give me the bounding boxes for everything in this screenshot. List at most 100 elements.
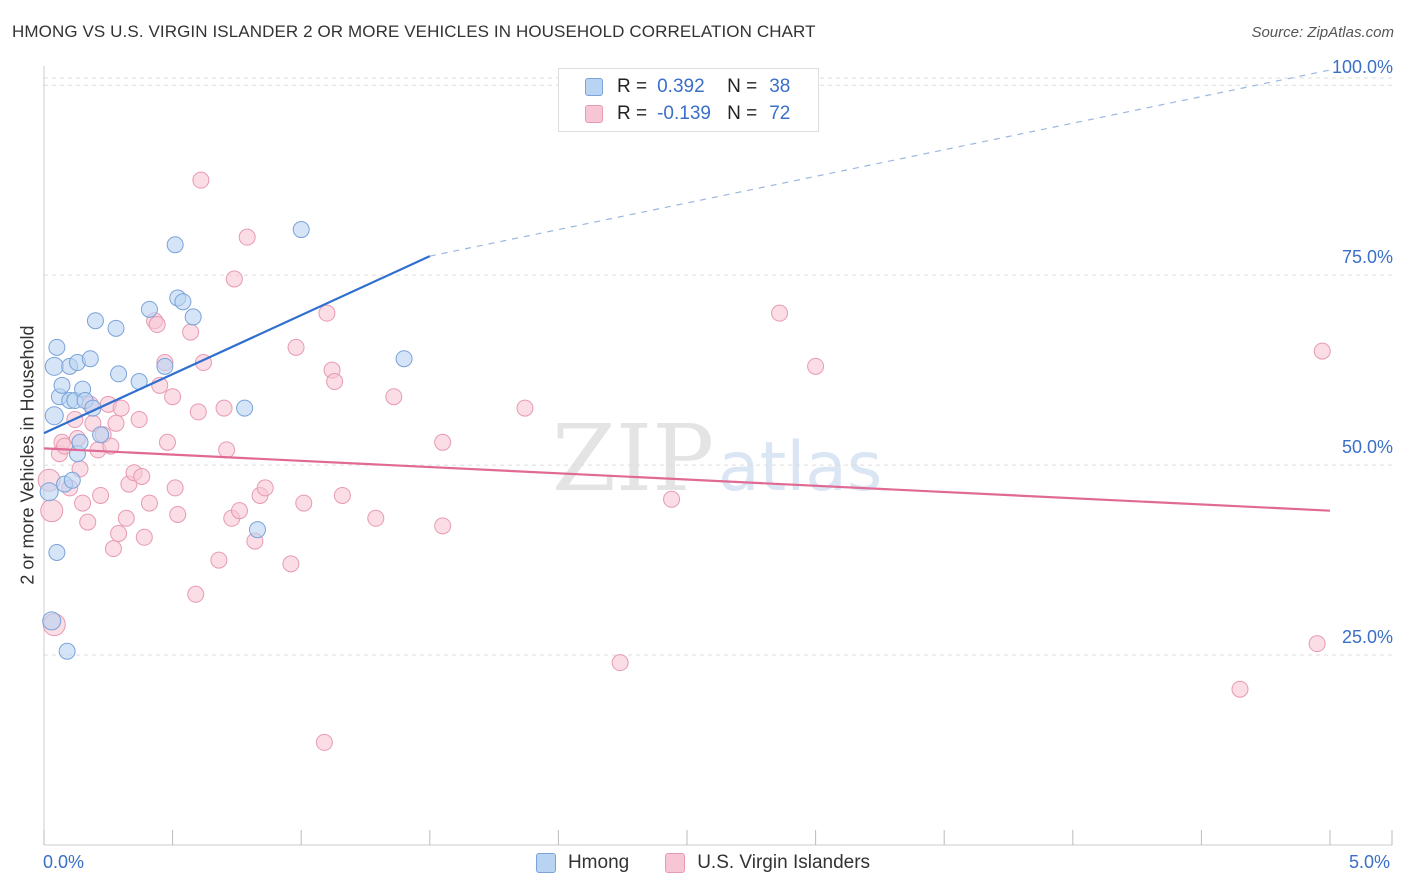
- legend-row-hmong: R = 0.392 N = 38: [585, 74, 790, 100]
- point-hmong-0: [39, 482, 59, 502]
- legend-swatch-hmong: [585, 78, 603, 96]
- legend-n-value-hmong: 38: [769, 76, 791, 97]
- point-usvi-66: [611, 654, 629, 672]
- y-tick-label-75: 75.0%: [1342, 247, 1393, 267]
- point-usvi-28: [135, 528, 153, 546]
- point-hmong-35: [395, 350, 413, 368]
- point-hmong-32: [236, 399, 254, 417]
- point-usvi-10: [74, 494, 92, 512]
- point-usvi-18: [102, 437, 120, 455]
- point-usvi-55: [295, 494, 313, 512]
- point-usvi-35: [164, 388, 182, 406]
- legend-r-value-usvi: -0.139: [657, 103, 711, 124]
- trend-line-hmong-extension: [429, 69, 1331, 257]
- point-usvi-64: [434, 517, 452, 535]
- point-usvi-45: [218, 441, 236, 459]
- legend-label-usvi: U.S. Virgin Islanders: [697, 852, 871, 873]
- legend-swatch-usvi: [665, 853, 686, 873]
- point-usvi-38: [182, 323, 200, 341]
- point-usvi-61: [367, 509, 385, 527]
- point-usvi-39: [187, 585, 205, 603]
- point-hmong-4: [48, 338, 66, 356]
- legend-label-hmong: Hmong: [567, 852, 630, 873]
- point-usvi-15: [92, 486, 110, 504]
- x-tick-label-start: 0.0%: [43, 852, 85, 872]
- point-hmong-9: [58, 642, 76, 660]
- legend-r-value-hmong: 0.392: [657, 76, 705, 97]
- point-hmong-2: [44, 406, 64, 426]
- correlation-legend: R = 0.392 N = 38 R = -0.139 N = 72: [558, 68, 819, 132]
- point-hmong-27: [156, 357, 174, 375]
- point-usvi-49: [238, 228, 256, 246]
- point-hmong-1: [42, 611, 62, 631]
- point-hmong-3: [44, 356, 64, 376]
- point-usvi-37: [169, 505, 187, 523]
- point-usvi-36: [166, 479, 184, 497]
- point-usvi-69: [807, 357, 825, 375]
- legend-r-key: R =: [617, 76, 648, 97]
- point-usvi-62: [385, 388, 403, 406]
- point-hmong-28: [166, 236, 184, 254]
- point-usvi-20: [107, 414, 125, 432]
- point-hmong-5: [48, 543, 66, 561]
- point-usvi-68: [771, 304, 789, 322]
- watermark-atlas: atlas: [718, 428, 882, 507]
- y-tick-label-50: 50.0%: [1342, 437, 1393, 457]
- point-usvi-22: [112, 399, 130, 417]
- trend-line-hmong: [43, 255, 431, 435]
- point-hmong-21: [86, 312, 104, 330]
- point-usvi-40: [189, 403, 207, 421]
- point-usvi-71: [1308, 635, 1326, 653]
- legend-n-value-usvi: 72: [769, 103, 791, 124]
- point-usvi-31: [148, 316, 166, 334]
- point-usvi-56: [318, 304, 336, 322]
- watermark: ZIP atlas: [552, 405, 882, 512]
- point-hmong-31: [184, 308, 202, 326]
- legend-swatch-usvi: [585, 105, 603, 123]
- point-usvi-34: [158, 433, 176, 451]
- point-usvi-57: [315, 733, 333, 751]
- point-hmong-30: [174, 293, 192, 311]
- source-credit: Source: ZipAtlas.com: [1251, 24, 1394, 41]
- legend-item-hmong[interactable]: Hmong: [535, 852, 630, 874]
- legend-n-key: N =: [727, 76, 758, 97]
- y-axis-label: 2 or more Vehicles in Household: [17, 325, 38, 585]
- point-usvi-59: [326, 373, 344, 391]
- point-usvi-63: [434, 433, 452, 451]
- point-usvi-60: [333, 486, 351, 504]
- y-tick-label-25: 25.0%: [1342, 627, 1393, 647]
- legend-swatch-hmong: [535, 853, 556, 873]
- point-usvi-43: [210, 551, 228, 569]
- legend-item-usvi[interactable]: U.S. Virgin Islanders: [665, 852, 870, 874]
- point-usvi-23: [117, 509, 135, 527]
- point-usvi-44: [215, 399, 233, 417]
- point-hmong-33: [248, 521, 266, 539]
- point-usvi-41: [192, 171, 210, 189]
- point-usvi-29: [140, 494, 158, 512]
- point-hmong-22: [92, 426, 110, 444]
- chart-title: HMONG VS U.S. VIRGIN ISLANDER 2 OR MORE …: [12, 22, 816, 41]
- point-usvi-47: [225, 270, 243, 288]
- point-usvi-27: [133, 467, 151, 485]
- watermark-zip: ZIP: [552, 405, 714, 512]
- point-usvi-52: [256, 479, 274, 497]
- point-usvi-53: [282, 555, 300, 573]
- point-usvi-11: [79, 513, 97, 531]
- point-usvi-48: [230, 502, 248, 520]
- point-usvi-21: [110, 524, 128, 542]
- point-usvi-70: [1231, 680, 1249, 698]
- point-usvi-1: [40, 499, 64, 523]
- point-hmong-12: [63, 471, 81, 489]
- legend-r-key: R =: [617, 103, 648, 124]
- point-hmong-24: [110, 365, 128, 383]
- legend-row-usvi: R = -0.139 N = 72: [585, 101, 790, 127]
- y-tick-label-100: 100.0%: [1332, 57, 1393, 77]
- point-usvi-65: [516, 399, 534, 417]
- point-usvi-67: [663, 490, 681, 508]
- series-legend: Hmong U.S. Virgin Islanders: [0, 852, 1406, 874]
- point-usvi-19: [104, 540, 122, 558]
- legend-n-key: N =: [727, 103, 758, 124]
- point-hmong-23: [107, 319, 125, 337]
- point-hmong-26: [140, 300, 158, 318]
